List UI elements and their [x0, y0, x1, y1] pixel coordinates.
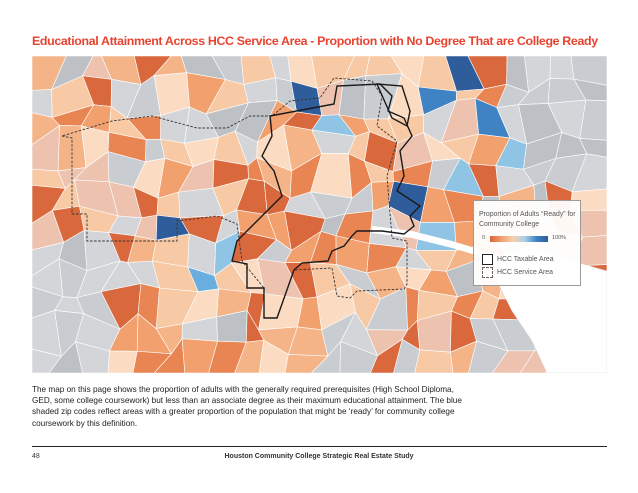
zip-code-area[interactable] — [549, 56, 575, 80]
taxable-area-east-lobe — [375, 83, 411, 128]
legend-title: Proportion of Adults “Ready” for Communi… — [479, 211, 576, 228]
zip-code-area[interactable] — [579, 99, 607, 141]
legend-color-ramp — [490, 236, 548, 242]
zip-code-area[interactable] — [468, 340, 509, 373]
page-number: 48 — [32, 453, 40, 460]
zip-code-area[interactable] — [579, 138, 607, 158]
zip-code-area[interactable] — [75, 341, 110, 373]
zip-code-area[interactable] — [339, 341, 378, 373]
zip-code-area[interactable] — [107, 350, 138, 373]
zip-code-area[interactable] — [48, 341, 83, 373]
hcc-service-area-boundary — [61, 77, 408, 319]
map-legend: Proportion of Adults “Ready” for Communi… — [473, 200, 581, 286]
page-title: Educational Attainment Across HCC Servic… — [32, 34, 598, 48]
zip-code-area[interactable] — [258, 293, 304, 331]
zip-code-area[interactable] — [370, 338, 403, 373]
houston-ship-channel — [372, 226, 502, 262]
zip-code-area[interactable] — [311, 340, 342, 373]
zip-code-area[interactable] — [492, 350, 536, 373]
zip-code-area[interactable] — [338, 75, 367, 120]
legend-scale-max: 100% — [552, 235, 567, 241]
taxable-area-swatch — [482, 254, 493, 265]
zip-code-area[interactable] — [153, 337, 186, 373]
zip-code-area[interactable] — [208, 340, 247, 373]
zip-code-area[interactable] — [284, 354, 329, 373]
zip-code-area[interactable] — [570, 56, 607, 86]
zip-code-area[interactable] — [132, 350, 173, 373]
zip-code-area[interactable] — [234, 339, 265, 373]
map-description: The map on this page shows the proportio… — [32, 385, 462, 428]
legend-scale-min: 0 — [482, 235, 486, 241]
zip-code-area[interactable] — [181, 338, 218, 373]
service-area-label: HCC Service Area — [497, 269, 553, 276]
footer-divider — [32, 446, 607, 447]
taxable-area-label: HCC Taxable Area — [497, 256, 554, 263]
zip-code-area[interactable] — [450, 340, 477, 373]
zip-code-area[interactable] — [32, 348, 62, 373]
zip-code-area[interactable] — [393, 338, 421, 373]
zip-code-area[interactable] — [571, 153, 607, 193]
hcc-taxable-area-boundary — [231, 83, 422, 319]
zip-code-area[interactable] — [573, 78, 607, 101]
zip-code-area[interactable] — [414, 349, 454, 373]
zip-code-area[interactable] — [258, 339, 289, 373]
footer-document-title: Houston Community College Strategic Real… — [224, 453, 414, 460]
service-area-swatch — [482, 267, 493, 278]
